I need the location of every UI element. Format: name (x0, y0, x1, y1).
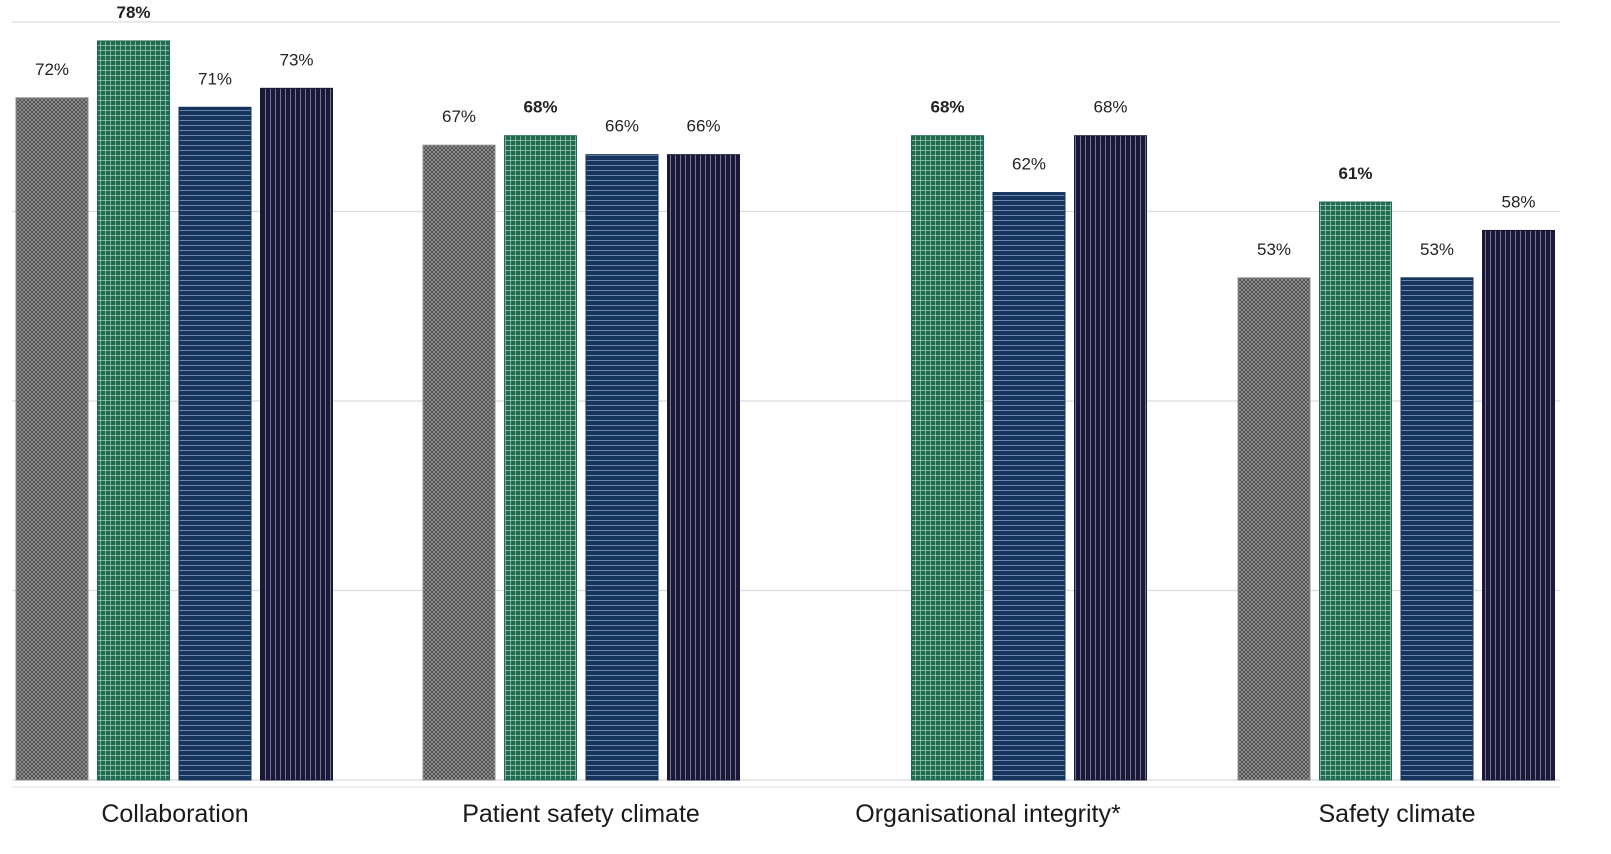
bar (504, 135, 577, 781)
bar (260, 87, 333, 781)
bar (1482, 229, 1555, 781)
data-label: 66% (686, 117, 720, 136)
data-label: 66% (605, 117, 639, 136)
bar (585, 154, 659, 781)
bar (178, 106, 252, 781)
value-labels: 72% 67% 53% 78% 68% 68% 61% 71% 66% 62% 53% 73% 66% 6… (35, 3, 1536, 259)
category-label: Collaboration (101, 800, 248, 828)
bar (1237, 277, 1311, 781)
category-label: Organisational integrity* (855, 800, 1121, 828)
data-label: 58% (1501, 192, 1535, 211)
data-label: 61% (1338, 164, 1372, 183)
data-label: 62% (1012, 155, 1046, 174)
data-label: 72% (35, 60, 69, 79)
bar (667, 154, 740, 781)
data-label: 53% (1257, 240, 1291, 259)
bar (1319, 201, 1392, 781)
bars (15, 40, 1555, 781)
bar (1074, 135, 1147, 781)
data-label: 73% (279, 50, 313, 69)
bar (992, 192, 1066, 781)
category-labels: Collaboration Patient safety climate Organ… (101, 800, 1475, 828)
bar (97, 40, 170, 781)
data-label: 67% (442, 107, 476, 126)
data-label: 68% (523, 98, 557, 117)
bar (911, 135, 984, 781)
category-label: Safety climate (1318, 800, 1475, 828)
data-label: 71% (198, 69, 232, 88)
category-label: Patient safety climate (462, 800, 700, 828)
data-label: 53% (1420, 240, 1454, 259)
bar (1400, 277, 1474, 781)
data-label: 68% (930, 98, 964, 117)
data-label: 78% (116, 3, 150, 22)
data-label: 68% (1093, 98, 1127, 117)
bar (422, 144, 496, 781)
bar (15, 97, 89, 781)
